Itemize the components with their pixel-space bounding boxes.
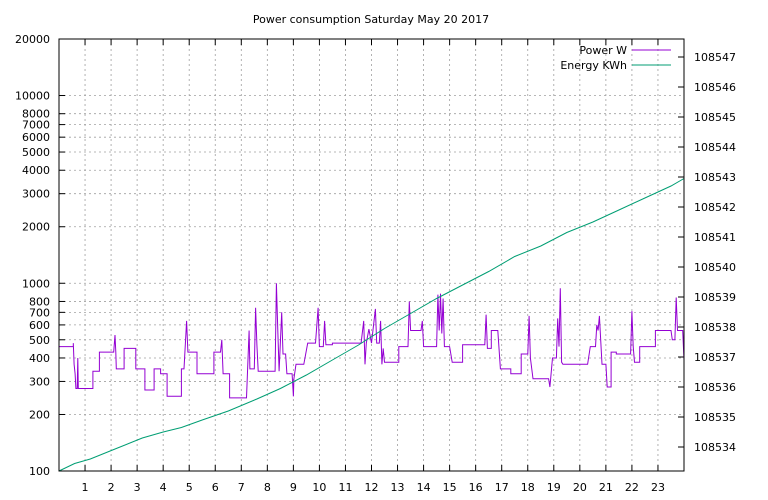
y-right-tick-label: 108541 — [694, 231, 736, 244]
y-right-tick-label: 108534 — [694, 441, 736, 454]
x-tick-label: 2 — [108, 481, 115, 494]
y-left-tick-label: 6000 — [22, 131, 50, 144]
y-right-tick-label: 108539 — [694, 291, 736, 304]
y-left-tick-label: 200 — [29, 408, 50, 421]
y-right-tick-label: 108546 — [694, 81, 736, 94]
series-line-energy-kwh — [58, 178, 685, 472]
y-right-tick-label: 108535 — [694, 411, 736, 424]
x-tick-label: 1 — [82, 481, 89, 494]
y-left-tick-label: 500 — [29, 334, 50, 347]
y-left-tick-label: 100 — [29, 465, 50, 478]
x-tick-label: 16 — [469, 481, 483, 494]
x-tick-label: 11 — [338, 481, 352, 494]
y-left-tick-label: 8000 — [22, 108, 50, 121]
plot-frame — [58, 38, 685, 472]
y-left-tick-label: 20000 — [15, 33, 50, 46]
legend-label: Power W — [579, 44, 627, 57]
legend-label: Energy KWh — [560, 59, 627, 72]
x-tick-label: 15 — [443, 481, 457, 494]
y-left-tick-label: 7000 — [22, 119, 50, 132]
axis-ticks: 1 2 3 4 5 6 7 8 9 10 11 12 13 14 15 16 17 18 19 20 21 22 23100… — [15, 33, 736, 494]
series-line-power-w — [59, 283, 685, 399]
y-left-tick-label: 4000 — [22, 164, 50, 177]
x-tick-label: 13 — [391, 481, 405, 494]
y-left-tick-label: 1000 — [22, 277, 50, 290]
grid — [59, 38, 684, 472]
legend: Power W Energy KWh — [560, 44, 671, 72]
x-tick-label: 3 — [134, 481, 141, 494]
y-right-tick-label: 108537 — [694, 351, 736, 364]
y-left-tick-label: 400 — [29, 352, 50, 365]
y-left-tick-label: 3000 — [22, 188, 50, 201]
x-tick-label: 4 — [160, 481, 167, 494]
x-tick-label: 9 — [290, 481, 297, 494]
y-left-tick-label: 10000 — [15, 90, 50, 103]
y-right-tick-label: 108544 — [694, 141, 736, 154]
series-layer — [58, 178, 685, 472]
x-tick-label: 22 — [625, 481, 639, 494]
x-tick-label: 20 — [573, 481, 587, 494]
y-right-tick-label: 108547 — [694, 51, 736, 64]
x-tick-label: 21 — [599, 481, 613, 494]
y-left-tick-label: 5000 — [22, 146, 50, 159]
y-left-tick-label: 300 — [29, 375, 50, 388]
x-tick-label: 6 — [212, 481, 219, 494]
x-tick-label: 10 — [312, 481, 326, 494]
x-tick-label: 14 — [417, 481, 431, 494]
y-left-tick-label: 700 — [29, 306, 50, 319]
y-right-tick-label: 108540 — [694, 261, 736, 274]
x-tick-label: 5 — [186, 481, 193, 494]
y-right-tick-label: 108538 — [694, 321, 736, 334]
x-tick-label: 12 — [365, 481, 379, 494]
y-right-tick-label: 108536 — [694, 381, 736, 394]
y-left-tick-label: 2000 — [22, 221, 50, 234]
y-left-tick-label: 800 — [29, 295, 50, 308]
x-tick-label: 17 — [495, 481, 509, 494]
x-tick-label: 19 — [547, 481, 561, 494]
y-right-tick-label: 108543 — [694, 171, 736, 184]
x-tick-label: 23 — [651, 481, 665, 494]
y-left-tick-label: 600 — [29, 319, 50, 332]
x-tick-label: 18 — [521, 481, 535, 494]
chart-title: Power consumption Saturday May 20 2017 — [253, 13, 489, 26]
y-right-tick-label: 108542 — [694, 201, 736, 214]
y-right-tick-label: 108545 — [694, 111, 736, 124]
x-tick-label: 8 — [264, 481, 271, 494]
x-tick-label: 7 — [238, 481, 245, 494]
